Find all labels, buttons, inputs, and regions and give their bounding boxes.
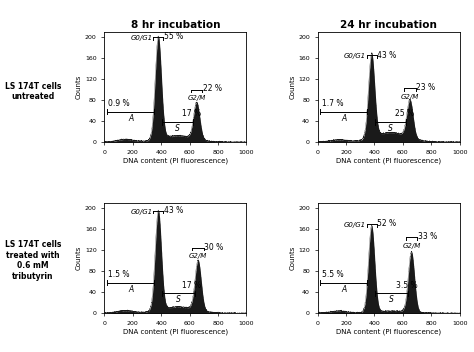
Text: A: A (341, 114, 346, 123)
Title: 8 hr incubation: 8 hr incubation (131, 19, 220, 30)
Text: 33 %: 33 % (418, 232, 437, 241)
Text: 30 %: 30 % (204, 243, 224, 252)
X-axis label: DNA content (PI fluorescence): DNA content (PI fluorescence) (123, 329, 228, 335)
Text: G2/M: G2/M (189, 253, 207, 259)
Text: 43 %: 43 % (164, 206, 183, 215)
Text: S: S (176, 295, 181, 304)
X-axis label: DNA content (PI fluorescence): DNA content (PI fluorescence) (336, 329, 441, 335)
Text: 22 %: 22 % (203, 84, 222, 94)
Text: 1.7 %: 1.7 % (321, 99, 343, 108)
Text: 23 %: 23 % (416, 83, 436, 93)
X-axis label: DNA content (PI fluorescence): DNA content (PI fluorescence) (336, 158, 441, 164)
Text: G0/G1: G0/G1 (131, 35, 153, 41)
Text: 25 %: 25 % (395, 109, 414, 118)
Y-axis label: Counts: Counts (290, 75, 295, 99)
Text: A: A (128, 114, 133, 123)
Text: S: S (388, 124, 393, 133)
Text: 43 %: 43 % (377, 51, 396, 60)
Text: A: A (128, 285, 133, 294)
Text: LS 174T cells
untreated: LS 174T cells untreated (5, 82, 61, 101)
Text: S: S (175, 124, 180, 133)
Text: A: A (341, 285, 346, 294)
Text: G0/G1: G0/G1 (131, 209, 153, 215)
Y-axis label: Counts: Counts (76, 246, 82, 270)
Text: S: S (389, 295, 394, 304)
Text: 17 %: 17 % (182, 281, 201, 290)
Text: 0.9 %: 0.9 % (108, 99, 130, 108)
Text: G2/M: G2/M (188, 95, 206, 101)
Y-axis label: Counts: Counts (290, 246, 295, 270)
X-axis label: DNA content (PI fluorescence): DNA content (PI fluorescence) (123, 158, 228, 164)
Text: 17 %: 17 % (182, 109, 201, 118)
Text: 1.5 %: 1.5 % (108, 270, 130, 279)
Text: LS 174T cells
treated with
0.6 mM
tributyrin: LS 174T cells treated with 0.6 mM tribut… (5, 240, 61, 281)
Title: 24 hr incubation: 24 hr incubation (340, 19, 437, 30)
Text: 55 %: 55 % (164, 32, 183, 42)
Text: G2/M: G2/M (401, 94, 419, 100)
Text: 5.5 %: 5.5 % (321, 270, 343, 279)
Text: G2/M: G2/M (402, 243, 420, 249)
Text: G0/G1: G0/G1 (344, 54, 366, 59)
Text: 3.5 %: 3.5 % (396, 281, 418, 290)
Text: 52 %: 52 % (377, 219, 396, 228)
Y-axis label: Counts: Counts (76, 75, 82, 99)
Text: G0/G1: G0/G1 (344, 222, 366, 228)
